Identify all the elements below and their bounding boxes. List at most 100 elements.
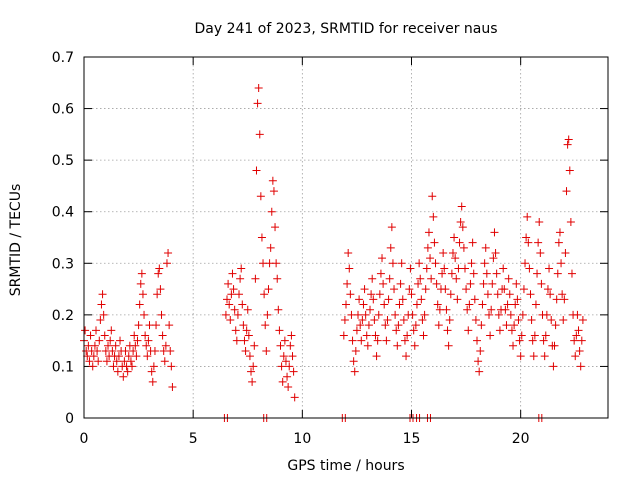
data-point: [251, 274, 260, 283]
data-point: [510, 321, 519, 330]
data-point: [225, 300, 234, 309]
data-point: [97, 300, 106, 309]
data-point: [152, 321, 161, 330]
data-point: [535, 218, 544, 227]
data-point: [464, 326, 473, 335]
data-point: [161, 341, 170, 350]
data-point: [567, 269, 576, 278]
data-point: [529, 352, 538, 361]
data-point: [109, 362, 118, 371]
data-point: [473, 336, 481, 345]
data-point: [248, 377, 257, 386]
data-point: [93, 346, 102, 355]
data-point: [573, 310, 582, 319]
data-point: [140, 310, 149, 319]
data-point: [560, 295, 569, 304]
data-point: [273, 274, 282, 283]
chart-title: Day 241 of 2023, SRMTID for receiver nau…: [194, 21, 497, 37]
data-point: [552, 295, 561, 304]
data-point: [445, 316, 454, 325]
data-point: [249, 362, 258, 371]
data-point: [431, 259, 440, 268]
data-point: [422, 264, 431, 273]
data-point: [363, 341, 372, 350]
data-point: [395, 300, 404, 309]
data-point: [505, 290, 514, 299]
data-point: [418, 316, 427, 325]
data-point: [570, 336, 579, 345]
data-point: [415, 259, 424, 268]
data-point: [441, 285, 450, 294]
data-point: [348, 336, 357, 345]
data-point: [141, 331, 150, 340]
data-point: [142, 341, 151, 350]
data-point: [342, 300, 350, 309]
data-point: [96, 316, 105, 325]
data-point: [524, 238, 533, 247]
data-point: [453, 295, 462, 304]
data-point: [135, 300, 144, 309]
data-point: [119, 372, 128, 381]
data-point: [412, 300, 421, 309]
data-point: [459, 243, 468, 252]
data-point: [224, 279, 233, 288]
data-point: [221, 310, 230, 319]
data-point: [112, 357, 121, 366]
plot-frame: [83, 56, 609, 419]
data-point: [277, 362, 286, 371]
y-tick-label: 0.7: [52, 50, 74, 66]
data-point: [253, 99, 262, 108]
data-point: [373, 336, 382, 345]
data-point: [116, 336, 125, 345]
data-point: [166, 346, 175, 355]
data-point: [279, 352, 288, 361]
data-point: [131, 341, 140, 350]
x-tick-label: 20: [512, 431, 530, 447]
data-point: [470, 295, 479, 304]
data-point: [362, 331, 371, 340]
data-point: [375, 290, 384, 299]
data-point: [237, 264, 246, 273]
data-point: [385, 274, 394, 283]
data-point: [346, 290, 355, 299]
data-point: [264, 285, 273, 294]
data-point: [519, 285, 528, 294]
data-point: [285, 362, 294, 371]
data-point: [158, 331, 167, 340]
data-point: [546, 290, 555, 299]
data-point: [558, 290, 567, 299]
data-point: [409, 326, 418, 335]
data-point: [371, 331, 380, 340]
data-point: [564, 135, 573, 144]
data-point: [447, 269, 456, 278]
data-point: [384, 295, 393, 304]
data-point: [267, 207, 276, 216]
data-point: [547, 316, 556, 325]
data-point: [227, 290, 236, 299]
data-point: [235, 290, 244, 299]
data-point: [451, 254, 460, 263]
data-point: [124, 352, 133, 361]
data-point: [95, 336, 104, 345]
data-point: [455, 238, 464, 247]
data-point: [521, 259, 530, 268]
data-point: [92, 326, 101, 335]
data-point: [555, 228, 564, 237]
data-point: [495, 326, 504, 335]
data-point: [387, 223, 396, 232]
data-point: [241, 346, 250, 355]
data-point: [149, 362, 158, 371]
data-point: [483, 290, 492, 299]
x-axis-label: GPS time / hours: [287, 458, 404, 474]
data-point: [339, 331, 348, 340]
data-point: [494, 310, 503, 319]
data-point: [481, 243, 490, 252]
data-point: [380, 300, 389, 309]
data-point: [271, 223, 280, 232]
data-point: [379, 279, 388, 288]
data-point: [476, 346, 485, 355]
data-point: [471, 316, 480, 325]
data-point: [553, 269, 562, 278]
data-point: [543, 285, 552, 294]
